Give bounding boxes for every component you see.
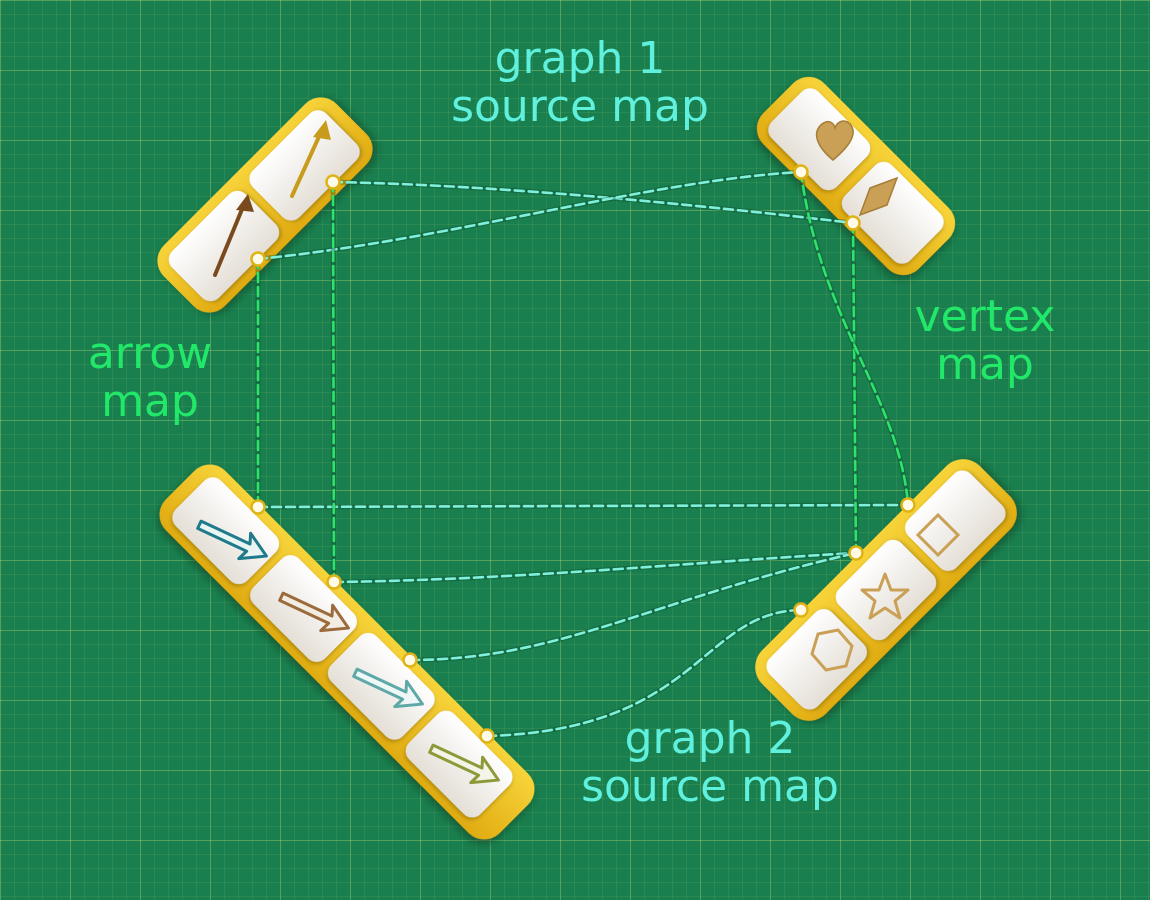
graph1-arrows-tray: [157, 97, 373, 313]
endpoint-dot: [479, 728, 495, 744]
tile: [168, 190, 280, 302]
brown-arrow-icon: [213, 194, 254, 277]
source-link: [331, 180, 855, 225]
star-icon: [860, 572, 910, 620]
hexagon-icon: [810, 628, 854, 672]
endpoint-dot: [900, 497, 916, 513]
endpoint-dot: [845, 215, 861, 231]
brown-outline-arrow-icon: [278, 591, 350, 633]
gold-arrow-icon: [290, 120, 331, 198]
endpoint-dot: [793, 602, 809, 618]
source-link: [256, 170, 803, 261]
square-icon: [915, 512, 961, 558]
endpoint-dot: [325, 174, 341, 190]
endpoint-dot: [250, 251, 266, 267]
endpoint-dot: [793, 164, 809, 180]
endpoint-dot: [848, 545, 864, 561]
tray-body: [157, 97, 373, 313]
endpoint-dot: [326, 574, 342, 590]
vertex-map-link: [851, 221, 858, 555]
tile: [835, 539, 937, 641]
light-teal-outline-arrow-icon: [352, 667, 424, 709]
graph1-vertices-tray: [756, 76, 956, 276]
heart-icon: [815, 120, 854, 161]
source-link: [408, 551, 858, 662]
teal-outline-arrow-icon: [196, 519, 268, 561]
source-link: [485, 608, 803, 738]
arrow-map-link: [331, 180, 336, 584]
endpoint-dot: [402, 652, 418, 668]
source-link: [332, 551, 858, 584]
graph2-vertices-tray: [755, 459, 1017, 721]
olive-outline-arrow-icon: [428, 743, 500, 785]
source-link: [256, 503, 910, 509]
tile: [841, 161, 944, 264]
vertex-map-link: [799, 170, 910, 507]
endpoint-dot: [250, 499, 266, 515]
graph2-arrows-tray: [159, 464, 535, 840]
diamond-icon: [858, 176, 899, 217]
